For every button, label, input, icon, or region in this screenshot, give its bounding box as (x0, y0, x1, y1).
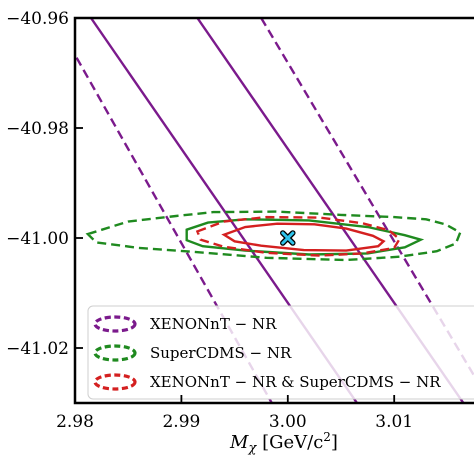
legend-swatch-2 (93, 344, 137, 362)
x-axis-title-symbol: M (229, 432, 249, 453)
legend-swatch-1 (93, 315, 137, 333)
legend: XENONnT − NR SuperCDMS − NR XENONnT − NR &… (87, 305, 474, 400)
supercdms-solid-contour (185, 218, 425, 256)
legend-label-2: SuperCDMS − NR (150, 344, 292, 362)
x-axis-title-unit-end: ] (331, 432, 338, 453)
x-tick-label-2: 2.99 (162, 412, 200, 432)
combined-solid-contour (221, 222, 386, 252)
legend-box (87, 305, 474, 400)
supercdms-dashed-contour (85, 210, 462, 262)
legend-label-3: XENONnT − NR & SuperCDMS − NR (150, 373, 441, 391)
legend-swatch-3 (93, 373, 137, 391)
x-tick-label-4: 3.01 (375, 412, 413, 432)
combined-dashed-contour (195, 215, 402, 257)
best-fit-marker-fill (281, 231, 295, 245)
plot-frame-line (73, 16, 474, 405)
x-axis-title-subscript: χ (247, 441, 257, 456)
legend-label-1: XENONnT − NR (150, 315, 277, 333)
x-axis-title-superscript: 2 (323, 430, 331, 444)
y-tick-label-1: −40.96 (6, 9, 69, 29)
x-tick-label-3: 3.00 (269, 412, 307, 432)
best-fit-marker (280, 230, 296, 246)
x-axis-title-unit: [GeV/c (256, 432, 323, 453)
plot-frame (73, 16, 474, 405)
x-axis-title: Mχ [GeV/c2] (229, 430, 338, 456)
y-tick-label-2: −40.98 (6, 119, 69, 139)
x-tick-label-1: 2.98 (56, 412, 94, 432)
y-tick-label-3: −41.00 (6, 229, 69, 249)
y-tick-label-4: −41.02 (6, 339, 69, 359)
axis-ticks: 2.982.993.003.013.0−40.96−40.98−41.00−41… (6, 9, 413, 432)
